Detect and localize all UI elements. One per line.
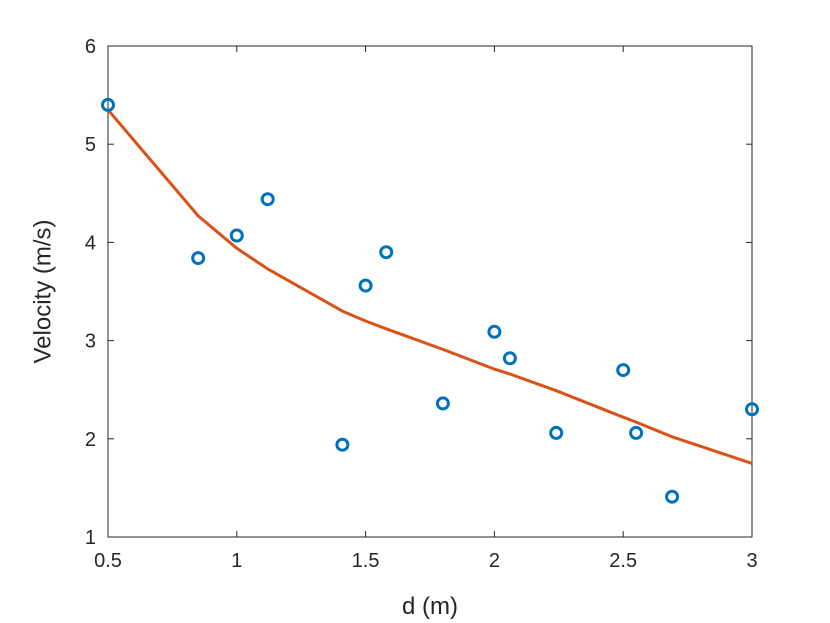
data-point	[260, 192, 275, 207]
data-point	[191, 251, 206, 266]
series-layer	[101, 97, 759, 504]
axes-box	[107, 45, 753, 538]
data-point	[629, 425, 644, 440]
y-ticks: 1 2 3 4 5 6	[85, 36, 752, 549]
y-axis-label: Velocity (m/s)	[29, 219, 56, 363]
data-point	[665, 489, 680, 504]
data-point	[379, 245, 394, 260]
data-point	[487, 324, 502, 339]
x-axis-label: d (m)	[402, 593, 458, 620]
fit-line	[106, 108, 753, 465]
data-point	[335, 437, 350, 452]
x-ticks: 0.5 1 1.5 2 2.5 3	[94, 46, 758, 572]
y-tick-label: 6	[85, 36, 96, 58]
data-point	[549, 425, 564, 440]
y-tick-label: 5	[85, 134, 96, 156]
x-tick-label: 0.5	[94, 550, 122, 572]
data-point	[358, 278, 373, 293]
data-point	[502, 351, 517, 366]
data-point	[616, 363, 631, 378]
data-point	[101, 97, 115, 112]
x-tick-label: 2.5	[609, 550, 637, 572]
x-tick-label: 1.5	[352, 550, 380, 572]
y-tick-label: 1	[85, 527, 96, 549]
data-point	[745, 402, 759, 417]
x-tick-label: 2	[489, 550, 500, 572]
y-tick-label: 2	[85, 429, 96, 451]
data-point	[229, 228, 244, 243]
x-tick-label: 1	[231, 550, 242, 572]
x-tick-label: 3	[746, 550, 757, 572]
y-tick-label: 3	[85, 331, 96, 353]
data-point	[435, 396, 450, 411]
y-tick-label: 4	[85, 232, 96, 254]
